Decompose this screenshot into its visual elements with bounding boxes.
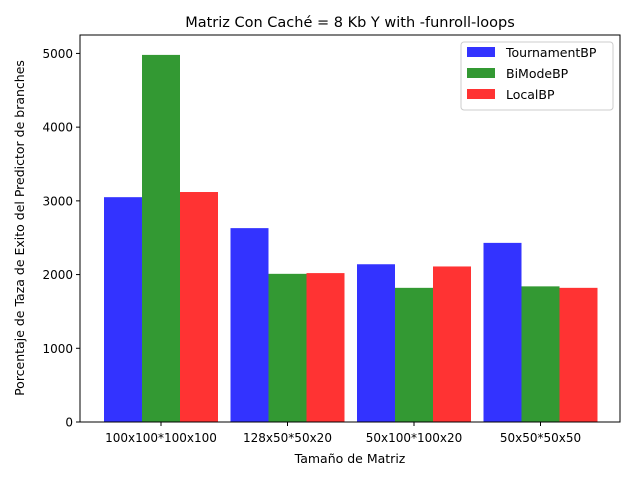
- y-axis-label: Porcentaje de Taza de Exito del Predicto…: [12, 60, 27, 396]
- legend-label: BiModeBP: [506, 66, 569, 81]
- x-tick-label: 50x50*50x50: [500, 431, 581, 445]
- y-tick-label: 4000: [42, 121, 73, 135]
- bar-LocalBP-1: [306, 273, 345, 422]
- bar-LocalBP-0: [180, 192, 218, 422]
- legend-label: LocalBP: [506, 87, 555, 102]
- bar-BiModeBP-3: [521, 286, 560, 422]
- legend-swatch-TournamentBP: [467, 47, 495, 57]
- x-tick-label: 128x50*50x20: [243, 431, 332, 445]
- x-tick-label: 100x100*100x100: [105, 431, 217, 445]
- bar-TournamentBP-0: [104, 197, 142, 422]
- y-tick-label: 0: [65, 416, 73, 430]
- y-axis: 0 1000 2000 3000 4000 5000: [42, 47, 80, 430]
- chart-title: Matriz Con Caché = 8 Kb Y with -funroll-…: [185, 15, 515, 31]
- x-axis-label: Tamaño de Matriz: [294, 451, 406, 466]
- y-tick-label: 3000: [42, 194, 73, 208]
- legend-swatch-BiModeBP: [467, 68, 495, 78]
- bar-LocalBP-3: [559, 287, 598, 422]
- bar-TournamentBP-1: [230, 228, 269, 422]
- bar-BiModeBP-1: [268, 273, 307, 422]
- bar-BiModeBP-2: [395, 287, 433, 422]
- y-tick-label: 5000: [42, 47, 73, 61]
- bar-BiModeBP-0: [142, 54, 180, 422]
- y-tick-label: 2000: [42, 268, 73, 282]
- bar-TournamentBP-3: [483, 242, 522, 422]
- bar-LocalBP-2: [433, 266, 471, 422]
- x-axis: 100x100*100x100 128x50*50x20 50x100*100x20…: [105, 422, 581, 445]
- bar-TournamentBP-2: [357, 264, 395, 422]
- plot-frame: [79, 34, 621, 423]
- x-tick-label: 50x100*100x20: [366, 431, 463, 445]
- legend-swatch-LocalBP: [467, 89, 495, 99]
- y-tick-label: 1000: [42, 342, 73, 356]
- legend-label: TournamentBP: [505, 45, 597, 60]
- legend-box: [460, 41, 614, 111]
- legend: TournamentBP BiModeBP LocalBP: [460, 41, 614, 111]
- bars-group: [104, 54, 598, 422]
